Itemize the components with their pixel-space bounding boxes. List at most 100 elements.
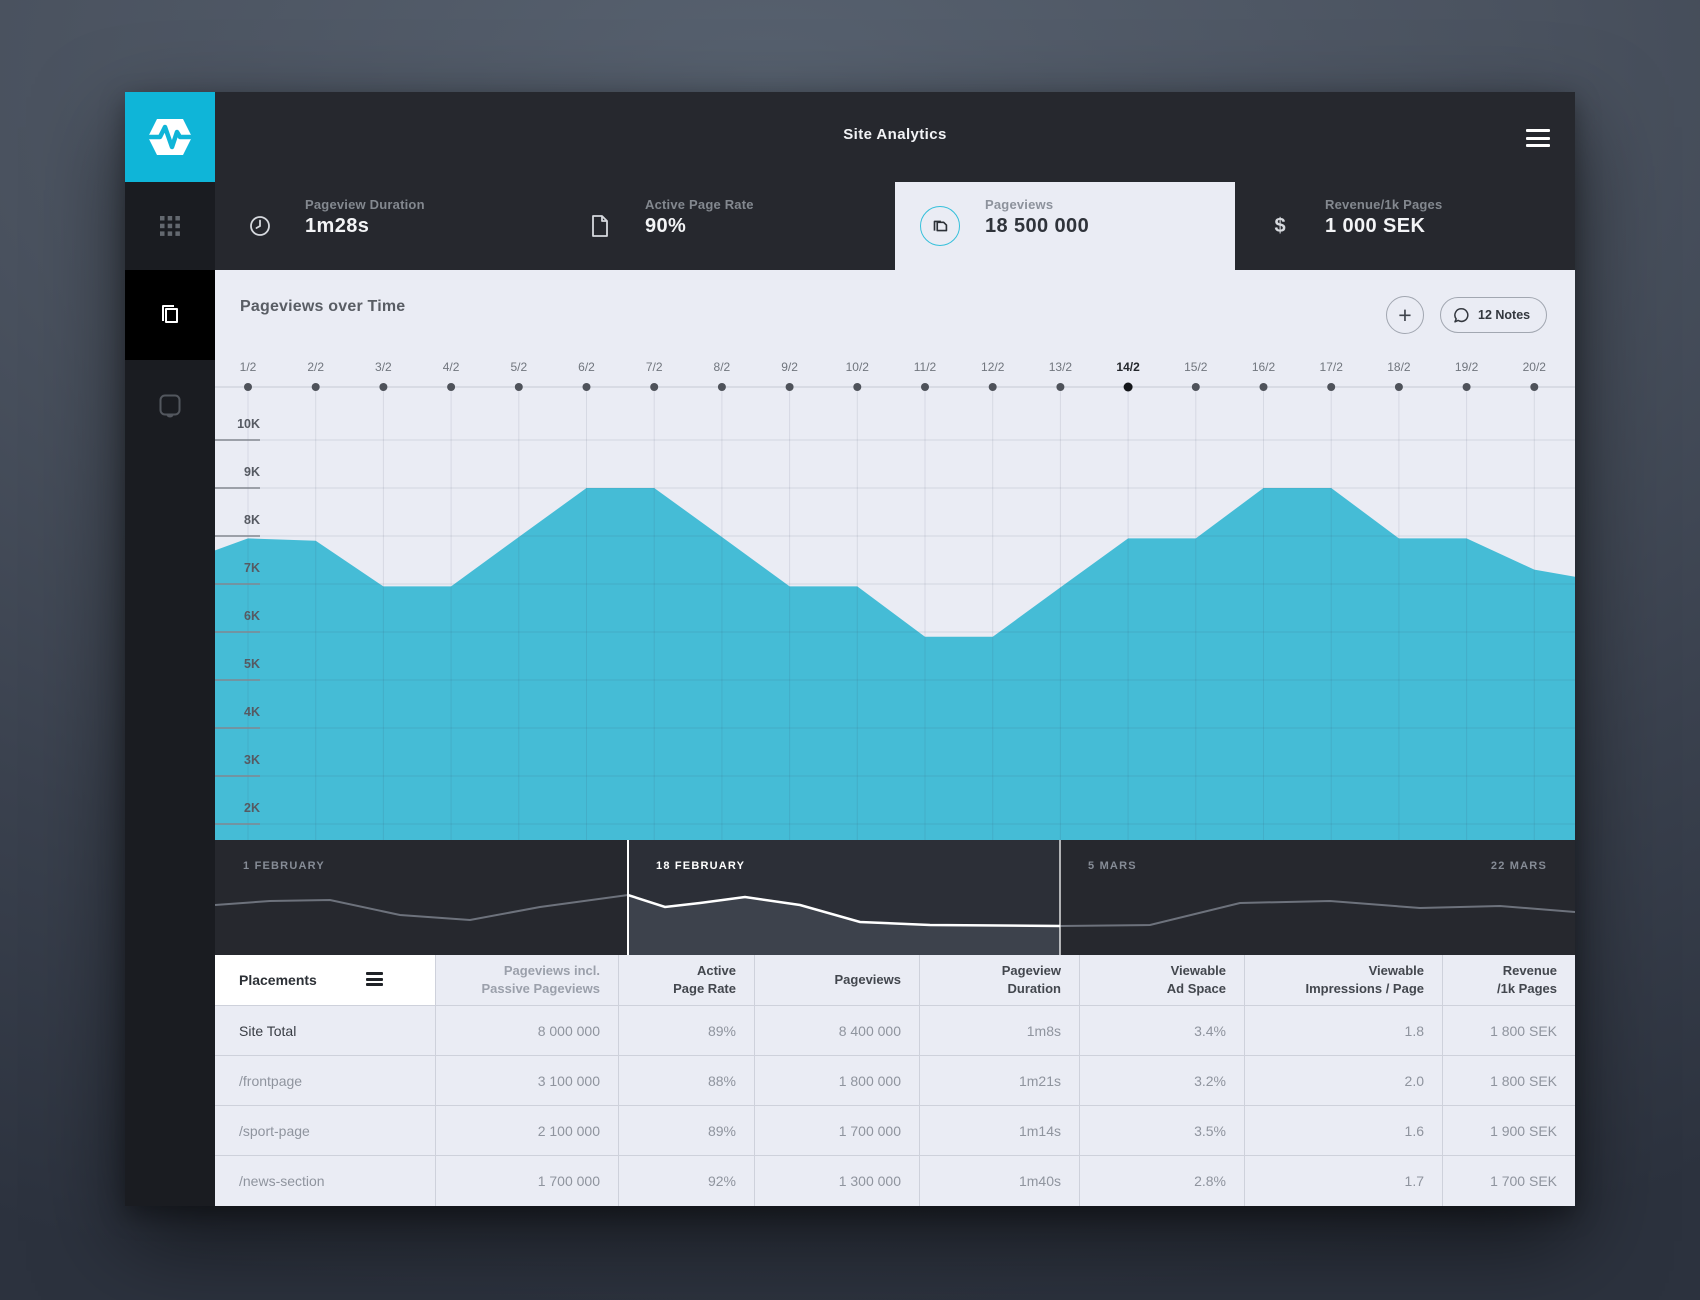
tab-pageview-duration[interactable]: Pageview Duration 1m28s <box>215 182 555 270</box>
pages-icon <box>157 302 183 328</box>
table-row[interactable]: /sport-page 2 100 000 89% 1 700 000 1m14s 3.5… <box>215 1105 1575 1155</box>
scrubber-date-label[interactable]: 1 FEBRUARY <box>243 860 325 872</box>
pageviews-area-chart: 10K 9K 8K 7K 6K 5K 4K 3K 2K 1/2 2/2 3/2 4/2 5/2 6/2 7/2… <box>215 270 1575 840</box>
column-header[interactable]: Active Page Rate <box>618 955 754 1005</box>
value-cell: 88% <box>618 1056 754 1105</box>
column-header[interactable]: Pageview Duration <box>919 955 1079 1005</box>
date-label[interactable]: 2/2 <box>307 360 324 374</box>
value-cell: 8 000 000 <box>435 1006 618 1055</box>
date-label[interactable]: 16/2 <box>1252 360 1276 374</box>
value-cell: 1 700 000 <box>435 1156 618 1206</box>
date-label[interactable]: 7/2 <box>646 360 663 374</box>
scrubber-date-label[interactable]: 5 MARS <box>1088 860 1137 872</box>
y-tick-label: 7K <box>244 561 260 575</box>
date-label[interactable]: 1/2 <box>240 360 257 374</box>
column-header[interactable]: Viewable Impressions / Page <box>1244 955 1442 1005</box>
date-point[interactable] <box>785 383 794 391</box>
date-point[interactable] <box>1327 383 1336 391</box>
stat-label: Pageviews <box>985 197 1054 212</box>
placements-table: Placements Pageviews incl. Passive Pagev… <box>215 955 1575 1206</box>
date-label[interactable]: 4/2 <box>443 360 460 374</box>
date-point[interactable] <box>311 383 320 391</box>
timeline-scrubber[interactable]: 1 FEBRUARY 18 FEBRUARY 5 MARS 22 MARS <box>215 840 1575 955</box>
date-point[interactable] <box>244 383 252 391</box>
date-label[interactable]: 15/2 <box>1184 360 1208 374</box>
column-header[interactable]: Pageviews incl. Passive Pageviews <box>435 955 618 1005</box>
value-cell: 1 800 SEK <box>1442 1006 1575 1055</box>
tab-active-page-rate[interactable]: Active Page Rate 90% <box>555 182 895 270</box>
value-cell: 1 800 SEK <box>1442 1056 1575 1105</box>
column-header-placements[interactable]: Placements <box>215 955 435 1005</box>
sidebar-item-devices[interactable] <box>125 360 215 450</box>
date-point[interactable] <box>1191 383 1200 391</box>
pulse-logo-icon <box>145 115 195 159</box>
column-header[interactable]: Revenue /1k Pages <box>1442 955 1575 1005</box>
sidebar-item-dashboard[interactable] <box>125 182 215 270</box>
notes-button[interactable]: 12 Notes <box>1440 297 1548 333</box>
date-point[interactable] <box>1056 383 1065 391</box>
date-label[interactable]: 3/2 <box>375 360 392 374</box>
date-point[interactable] <box>921 383 929 391</box>
main-area: Site Analytics Pageview Duration 1m28s <box>215 92 1575 1206</box>
page-title: Site Analytics <box>843 126 947 143</box>
date-label[interactable]: 18/2 <box>1387 360 1411 374</box>
value-cell: 2 100 000 <box>435 1106 618 1155</box>
column-header[interactable]: Pageviews <box>754 955 919 1005</box>
dollar-icon: $ <box>1274 214 1286 237</box>
date-point[interactable] <box>853 383 862 391</box>
scrubber-date-label[interactable]: 18 FEBRUARY <box>656 860 746 872</box>
value-cell: 2.0 <box>1244 1056 1442 1105</box>
sort-icon[interactable] <box>366 972 383 989</box>
stat-value: 1m28s <box>305 215 370 237</box>
date-label[interactable]: 19/2 <box>1455 360 1479 374</box>
area-series <box>215 488 1575 840</box>
stat-value: 90% <box>645 215 687 237</box>
menu-icon[interactable] <box>1526 129 1550 152</box>
scrubber-date-label[interactable]: 22 MARS <box>1490 860 1547 872</box>
date-label[interactable]: 13/2 <box>1049 360 1073 374</box>
date-point[interactable] <box>717 383 726 391</box>
date-label[interactable]: 17/2 <box>1320 360 1344 374</box>
value-cell: 1 900 SEK <box>1442 1106 1575 1155</box>
placement-cell: /news-section <box>239 1173 325 1189</box>
speech-bubble-icon <box>1453 307 1470 324</box>
date-label[interactable]: 14/2 <box>1116 360 1140 374</box>
tab-revenue[interactable]: $ Revenue/1k Pages 1 000 SEK <box>1235 182 1575 270</box>
sidebar <box>125 92 215 1206</box>
date-point[interactable] <box>1530 383 1539 391</box>
date-label[interactable]: 8/2 <box>714 360 731 374</box>
app-window: Site Analytics Pageview Duration 1m28s <box>125 92 1575 1206</box>
column-header[interactable]: Viewable Ad Space <box>1079 955 1244 1005</box>
date-label[interactable]: 6/2 <box>578 360 595 374</box>
date-label[interactable]: 5/2 <box>510 360 527 374</box>
date-point[interactable] <box>1462 383 1471 391</box>
date-point[interactable] <box>514 383 523 391</box>
date-point[interactable] <box>447 383 456 391</box>
date-label[interactable]: 12/2 <box>981 360 1005 374</box>
date-label[interactable]: 9/2 <box>781 360 798 374</box>
y-tick-label: 10K <box>237 417 260 431</box>
device-icon <box>157 392 183 418</box>
sidebar-item-pageviews[interactable] <box>125 270 215 360</box>
value-cell: 1m14s <box>919 1106 1079 1155</box>
pages-icon <box>920 206 960 246</box>
date-label[interactable]: 10/2 <box>846 360 870 374</box>
app-logo[interactable] <box>125 92 215 182</box>
add-note-button[interactable]: + <box>1386 296 1424 334</box>
table-row[interactable]: /frontpage 3 100 000 88% 1 800 000 1m21s 3.2%… <box>215 1055 1575 1105</box>
tab-pageviews[interactable]: Pageviews 18 500 000 <box>895 182 1235 270</box>
date-point[interactable] <box>650 383 659 391</box>
value-cell: 3.2% <box>1079 1056 1244 1105</box>
date-label[interactable]: 11/2 <box>914 360 937 374</box>
table-row[interactable]: Site Total 8 000 000 89% 8 400 000 1m8s 3.4% 1… <box>215 1005 1575 1055</box>
table-row[interactable]: /news-section 1 700 000 92% 1 300 000 1m40s 2… <box>215 1155 1575 1206</box>
date-point[interactable] <box>1394 383 1403 391</box>
value-cell: 2.8% <box>1079 1156 1244 1206</box>
date-point[interactable] <box>582 383 591 391</box>
date-point[interactable] <box>1123 382 1133 392</box>
date-label[interactable]: 20/2 <box>1523 360 1547 374</box>
date-point[interactable] <box>988 383 997 391</box>
date-point[interactable] <box>1259 383 1268 391</box>
value-cell: 1 700 000 <box>754 1106 919 1155</box>
date-point[interactable] <box>379 383 388 391</box>
